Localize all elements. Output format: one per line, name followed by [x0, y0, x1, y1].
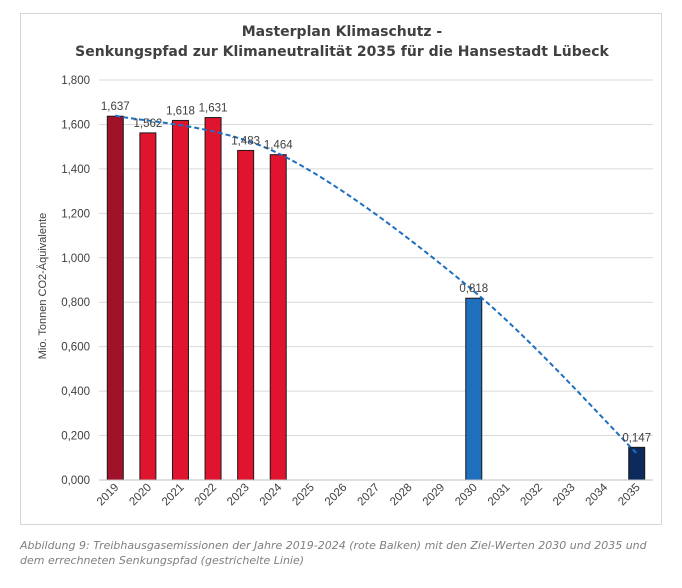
- data-label-2035: 0,147: [622, 432, 651, 444]
- data-label-2021: 1,618: [166, 105, 195, 117]
- data-label-2030: 0,818: [459, 283, 488, 295]
- x-tick-label: 2019: [95, 482, 122, 509]
- y-tick-label: 1,800: [61, 75, 90, 87]
- bar-2030: [465, 297, 483, 481]
- bar-2019: [106, 115, 124, 481]
- data-label-2022: 1,631: [199, 103, 228, 115]
- bar-2024: [269, 154, 287, 481]
- x-tick-label: 2031: [486, 482, 513, 509]
- bar-2023: [237, 149, 255, 481]
- x-tick-label: 2026: [323, 482, 350, 509]
- y-tick-label: 0,200: [61, 431, 90, 443]
- chart-frame: Masterplan Klimaschutz - Senkungspfad zu…: [20, 13, 662, 525]
- x-axis-ticks: 2019 2020 2021 2022 2023 2024 2025 2026 2027 2028…: [95, 481, 643, 508]
- x-tick-label: 2028: [388, 482, 415, 509]
- data-label-2019: 1,637: [101, 101, 130, 113]
- x-tick-label: 2033: [551, 482, 578, 509]
- trend-line: [115, 114, 638, 455]
- x-tick-label: 2030: [453, 482, 480, 509]
- y-tick-label: 0,400: [61, 386, 90, 398]
- x-tick-label: 2024: [258, 481, 285, 508]
- y-tick-label: 0,000: [61, 475, 90, 487]
- x-tick-label: 2034: [584, 481, 611, 508]
- y-tick-label: 1,600: [61, 119, 90, 131]
- y-tick-label: 1,000: [61, 253, 90, 265]
- x-tick-label: 2032: [518, 482, 545, 509]
- x-tick-label: 2027: [356, 482, 383, 509]
- data-label-2020: 1,562: [133, 118, 162, 130]
- x-tick-label: 2023: [225, 482, 252, 509]
- bar-2022: [204, 117, 222, 481]
- bars: [106, 115, 646, 481]
- chart-title: Masterplan Klimaschutz - Senkungspfad zu…: [75, 24, 609, 60]
- x-tick-label: 2022: [193, 482, 220, 509]
- x-tick-label: 2035: [616, 482, 643, 509]
- bar-2020: [139, 132, 157, 481]
- y-axis-ticks: 0,000 0,200 0,400 0,600 0,800 1,000 1,200 1,400…: [61, 75, 90, 487]
- x-tick-label: 2021: [160, 482, 187, 509]
- y-tick-label: 1,200: [61, 208, 90, 220]
- chart-svg: Masterplan Klimaschutz - Senkungspfad zu…: [37, 24, 653, 508]
- figure-caption: Abbildung 9: Treibhausgasemissionen der …: [20, 539, 647, 567]
- y-axis-label: Mio. Tonnen CO2-Äquivalente: [37, 213, 49, 360]
- y-tick-label: 0,800: [61, 297, 90, 309]
- y-tick-label: 1,400: [61, 164, 90, 176]
- x-tick-label: 2025: [290, 482, 317, 509]
- chart-title-line-2: Senkungspfad zur Klimaneutralität 2035 f…: [75, 44, 609, 60]
- bar-2021: [171, 119, 189, 481]
- chart-title-line-1: Masterplan Klimaschutz -: [242, 24, 443, 40]
- data-label-2024: 1,464: [264, 140, 293, 152]
- x-tick-label: 2029: [421, 482, 448, 509]
- x-tick-label: 2020: [127, 482, 154, 509]
- data-label-2023: 1,483: [231, 135, 260, 147]
- y-tick-label: 0,600: [61, 342, 90, 354]
